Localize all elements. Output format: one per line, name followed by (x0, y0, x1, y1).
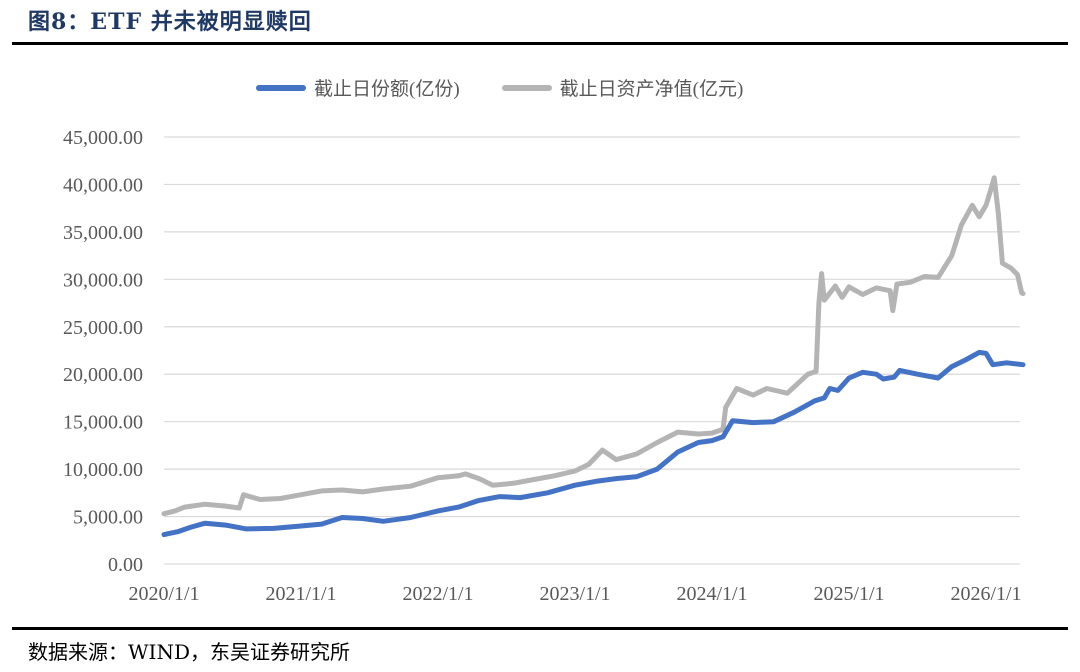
x-axis: 2020/1/1 2021/1/1 2022/1/1 2023/1/1 2024/1/1… (128, 583, 1021, 605)
y-axis: 0.00 5,000.00 10,000.00 15,000.00 20,000.00 2… (63, 127, 143, 576)
x-tick-label: 2024/1/1 (676, 583, 747, 605)
y-tick-label: 10,000.00 (63, 459, 143, 481)
data-source: 数据来源：WIND，东吴证券研究所 (28, 640, 350, 664)
y-tick-label: 25,000.00 (63, 317, 143, 339)
y-tick-label: 0.00 (108, 554, 143, 576)
legend-swatch-shares (256, 84, 306, 91)
x-tick-label: 2023/1/1 (539, 583, 610, 605)
series-nav-line (161, 175, 1026, 517)
legend-label-shares: 截止日份额(亿份) (314, 79, 460, 100)
y-tick-label: 35,000.00 (63, 222, 143, 244)
x-tick-label: 2025/1/1 (813, 583, 884, 605)
title-rule (12, 42, 1068, 45)
source-rule (12, 627, 1068, 630)
legend-item-shares: 截止日份额(亿份) (256, 74, 460, 101)
x-tick-label: 2021/1/1 (265, 583, 336, 605)
y-tick-label: 45,000.00 (63, 127, 143, 149)
y-tick-label: 40,000.00 (63, 174, 143, 196)
x-tick-label: 2022/1/1 (402, 583, 473, 605)
x-tick-label: 2026/1/1 (950, 583, 1021, 605)
legend: 截止日份额(亿份) 截止日资产净值(亿元) (256, 74, 743, 101)
y-tick-label: 30,000.00 (63, 269, 143, 291)
y-tick-label: 20,000.00 (63, 364, 143, 386)
y-tick-label: 15,000.00 (63, 412, 143, 434)
gridlines (164, 136, 1020, 565)
series-shares-line (161, 349, 1026, 538)
y-tick-label: 5,000.00 (73, 507, 143, 529)
x-tick-label: 2020/1/1 (128, 583, 199, 605)
legend-swatch-nav (501, 84, 552, 91)
chart-title: 图8：ETF 并未被明显赎回 (28, 9, 312, 35)
legend-item-nav: 截止日资产净值(亿元) (501, 74, 744, 101)
legend-label-nav: 截止日资产净值(亿元) (559, 79, 744, 100)
